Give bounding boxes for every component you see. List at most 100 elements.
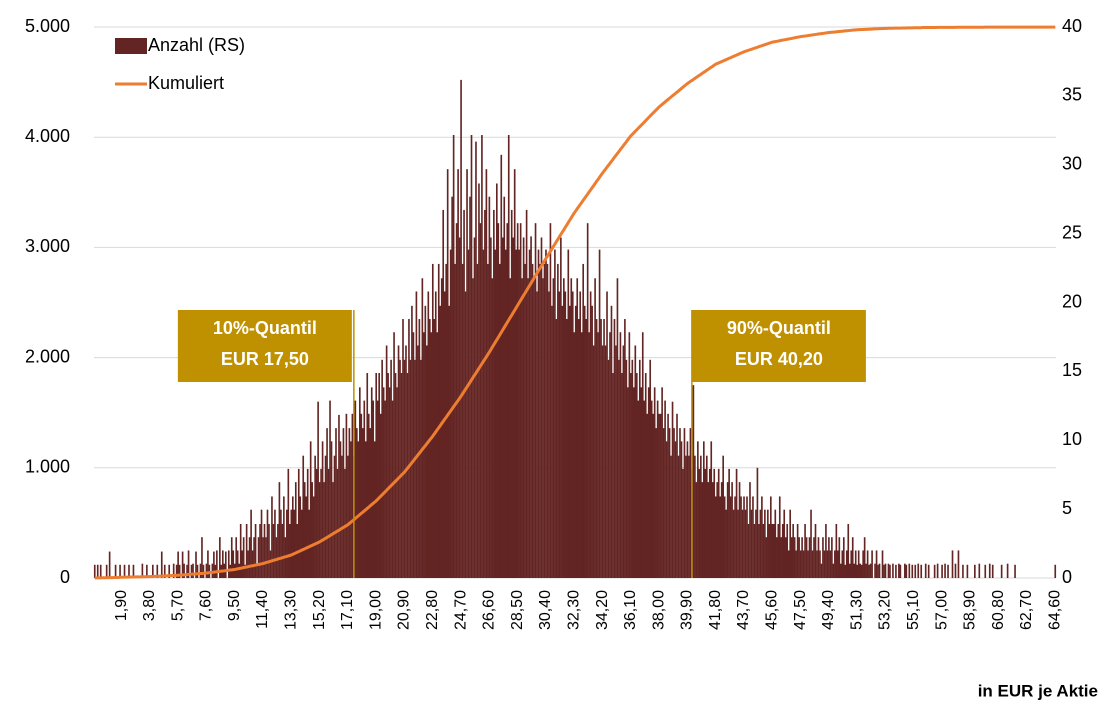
bar: [309, 441, 312, 578]
bar: [247, 550, 249, 578]
bar: [823, 550, 826, 578]
bar: [487, 263, 489, 578]
bar: [564, 291, 567, 578]
bar: [558, 291, 561, 578]
bar: [685, 455, 687, 578]
bar: [533, 278, 535, 578]
bar: [445, 263, 448, 578]
bar: [585, 319, 587, 578]
bar: [342, 428, 345, 578]
bar: [542, 278, 544, 578]
bar: [439, 305, 442, 578]
bar: [837, 550, 839, 578]
bar: [604, 345, 607, 578]
bar: [336, 468, 339, 578]
bar: [253, 537, 255, 578]
bar: [403, 359, 406, 578]
bar: [431, 263, 434, 578]
bar: [283, 496, 285, 578]
x-tick-label: 19,00: [367, 590, 384, 630]
bar: [216, 550, 218, 578]
x-tick-label: 5,70: [169, 590, 186, 621]
bar: [778, 496, 781, 578]
bar: [317, 401, 319, 578]
bar: [807, 550, 809, 578]
bar: [493, 209, 495, 578]
bar: [168, 564, 171, 578]
bar: [831, 537, 833, 578]
bar: [628, 332, 631, 578]
bar: [299, 496, 302, 578]
bar: [695, 482, 698, 578]
bar: [580, 332, 583, 578]
bar: [388, 387, 391, 578]
bar: [829, 550, 832, 578]
bar: [653, 387, 656, 578]
bar: [717, 468, 720, 578]
bar: [878, 563, 881, 578]
bar: [799, 550, 802, 578]
bar: [804, 524, 806, 578]
x-tick-label: 38,00: [650, 590, 667, 630]
bar: [673, 428, 675, 578]
x-tick-label: 45,60: [764, 590, 781, 630]
x-tick-label: 24,70: [452, 590, 469, 630]
bar: [734, 496, 736, 578]
bar: [327, 468, 330, 578]
bar: [357, 441, 360, 578]
bar: [978, 563, 981, 578]
bar: [664, 400, 666, 578]
bar: [607, 359, 610, 578]
bar: [924, 563, 927, 578]
bar: [427, 291, 430, 578]
bar: [451, 196, 453, 578]
bar: [105, 564, 108, 578]
bar: [1000, 564, 1003, 578]
bar: [641, 332, 644, 578]
bar: [430, 332, 433, 578]
bar: [589, 291, 592, 578]
bar: [682, 468, 684, 578]
bar: [624, 319, 626, 578]
bar: [321, 441, 324, 578]
bar: [530, 236, 532, 578]
bar: [764, 509, 766, 578]
bar: [552, 278, 555, 578]
bar: [160, 551, 163, 578]
bar: [433, 319, 436, 578]
y2-tick-label: 15: [1062, 360, 1082, 380]
bar: [594, 278, 596, 578]
bar: [844, 564, 847, 578]
bar: [452, 134, 455, 578]
bar: [297, 468, 300, 578]
bar: [582, 263, 585, 578]
bar: [708, 468, 711, 578]
bar: [707, 482, 710, 578]
bar: [491, 278, 494, 578]
bar: [363, 400, 366, 578]
bar: [178, 564, 181, 578]
bar: [789, 509, 792, 578]
bar: [749, 482, 751, 578]
bar: [966, 564, 969, 578]
bar: [746, 496, 748, 578]
bar: [842, 537, 845, 578]
bar: [621, 373, 623, 578]
bar: [446, 169, 449, 578]
x-tick-label: 49,40: [820, 590, 837, 630]
bar: [527, 278, 529, 578]
bar: [838, 537, 841, 578]
bar: [767, 509, 769, 578]
bar: [372, 400, 375, 578]
bar: [869, 563, 872, 578]
bar: [332, 482, 334, 578]
bar: [469, 196, 471, 578]
bar: [781, 524, 784, 578]
bar: [460, 79, 462, 578]
bar: [500, 154, 503, 578]
x-tick-label: 7,60: [198, 590, 215, 621]
bar: [753, 524, 756, 578]
bar: [744, 509, 747, 578]
bar: [904, 563, 906, 578]
bar: [719, 496, 722, 578]
